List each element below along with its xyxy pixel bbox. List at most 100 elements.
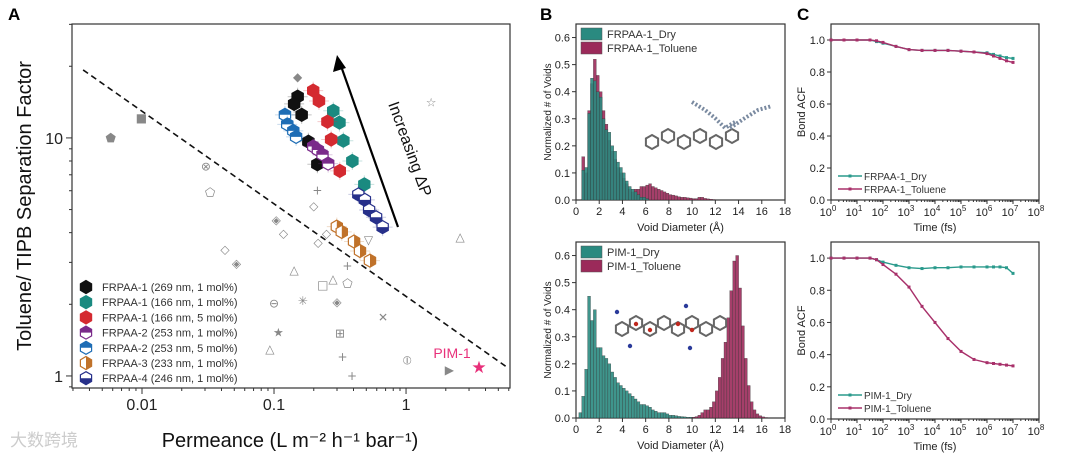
data-point	[829, 38, 833, 42]
ring-atom	[660, 127, 676, 145]
histogram-bar	[648, 183, 652, 201]
data-point	[946, 337, 950, 341]
x-tick-label: 105	[950, 204, 967, 219]
histogram-bar	[593, 80, 597, 201]
data-point	[855, 38, 859, 42]
data-point	[933, 320, 937, 324]
hexagon-marker	[324, 132, 338, 147]
histogram-bar	[633, 398, 638, 419]
literature-point: ◇	[220, 242, 230, 256]
data-point	[829, 256, 833, 260]
histogram-bar	[715, 390, 719, 419]
y-tick-label: 0.4	[555, 305, 570, 317]
y-axis-label: Normalized # of Voids	[543, 63, 554, 160]
x-tick-label: 8	[666, 206, 672, 218]
histogram-bar	[718, 377, 722, 419]
histogram-bar	[631, 396, 635, 419]
arrow-annotation: Increasing ΔP	[384, 100, 434, 199]
tick-exponent: 7	[1014, 204, 1019, 213]
histogram-bar	[677, 416, 681, 419]
data-point	[933, 266, 937, 270]
y-tick-label: 0.0	[810, 414, 825, 426]
y-tick-label: 0.6	[555, 251, 570, 263]
data-point	[1005, 266, 1008, 270]
histogram-bar	[604, 129, 609, 201]
hexagon-half-fill	[360, 244, 366, 258]
legend-marker	[79, 371, 93, 386]
histogram-bar	[587, 296, 591, 419]
literature-point: ◇	[309, 199, 319, 213]
tick-exponent: 6	[988, 423, 993, 432]
y-tick-label: 0.6	[555, 33, 570, 45]
histogram-bar	[700, 197, 704, 201]
legend-label: FRPAA-1 (166 nm, 1 mol%)	[102, 297, 238, 309]
histogram-bar	[660, 412, 664, 419]
histogram-bar	[689, 417, 693, 419]
histogram-bar	[686, 417, 690, 419]
ring-atom	[692, 127, 708, 145]
legend-marker	[848, 406, 852, 410]
histogram-bar	[671, 194, 675, 201]
x-tick-label: 101	[846, 423, 863, 438]
data-point	[321, 156, 335, 171]
upper-bound-line	[82, 69, 508, 368]
data-point	[972, 265, 976, 269]
histogram-bar	[657, 412, 661, 419]
histogram-bar	[639, 197, 643, 201]
data-point	[1005, 363, 1008, 367]
hexagon-marker	[346, 153, 359, 169]
histogram-bar	[709, 199, 713, 201]
histogram-bar	[654, 411, 658, 419]
x-tick-label: 12	[709, 424, 721, 436]
ring-atom	[644, 133, 660, 151]
histogram-bar	[668, 194, 672, 201]
legend-swatch	[580, 259, 603, 273]
data-point	[363, 253, 377, 268]
y-tick-label: 0.6	[810, 317, 825, 329]
x-tick-label: 10	[686, 206, 698, 218]
data-point	[346, 153, 359, 169]
histogram-bar	[703, 198, 707, 201]
data-point	[985, 361, 989, 365]
data-point	[842, 256, 846, 260]
hexagon-marker	[337, 133, 350, 148]
x-tick-label: 102	[872, 423, 889, 438]
x-tick-label: 4	[619, 424, 625, 436]
literature-point: ◇	[314, 236, 324, 250]
data-point	[287, 96, 301, 112]
histogram-bar	[712, 401, 716, 419]
histogram-bar	[616, 382, 620, 419]
data-point	[881, 263, 885, 267]
y-tick-label: 0.0	[810, 195, 825, 207]
legend-label: FRPAA-1_Toluene	[864, 185, 947, 196]
data-point	[295, 107, 308, 122]
hexagon-marker	[295, 107, 308, 122]
tick-exponent: 0	[832, 423, 837, 432]
data-point	[907, 285, 911, 289]
tick-exponent: 7	[1014, 423, 1019, 432]
hexagon-half-fill	[312, 143, 324, 150]
data-point	[1011, 56, 1015, 60]
histogram-bar	[587, 113, 591, 201]
y-tick-label: 0.1	[555, 386, 570, 398]
hexagon-half-fill	[80, 341, 92, 348]
hexagon-half-fill	[363, 210, 375, 217]
data-point	[333, 163, 346, 179]
ring-atom	[670, 320, 686, 338]
histogram-bar	[665, 413, 670, 419]
literature-point: ■	[136, 111, 147, 125]
y-tick-label: 0.2	[555, 359, 570, 371]
histogram-bar	[697, 415, 701, 419]
legend-label: PIM-1_Dry	[864, 391, 912, 402]
x-axis-label: Time (fs)	[914, 441, 957, 453]
data-point	[972, 357, 976, 361]
data-point	[289, 129, 303, 145]
hexagon-half-fill	[316, 148, 329, 155]
x-axis-label: Time (fs)	[914, 222, 957, 234]
x-tick-label: 4	[619, 206, 625, 218]
literature-point: ⊖	[269, 296, 279, 310]
histogram-bar	[712, 199, 716, 201]
x-tick-label: 6	[643, 206, 649, 218]
literature-point: ◈	[272, 213, 282, 227]
data-point	[946, 48, 950, 52]
